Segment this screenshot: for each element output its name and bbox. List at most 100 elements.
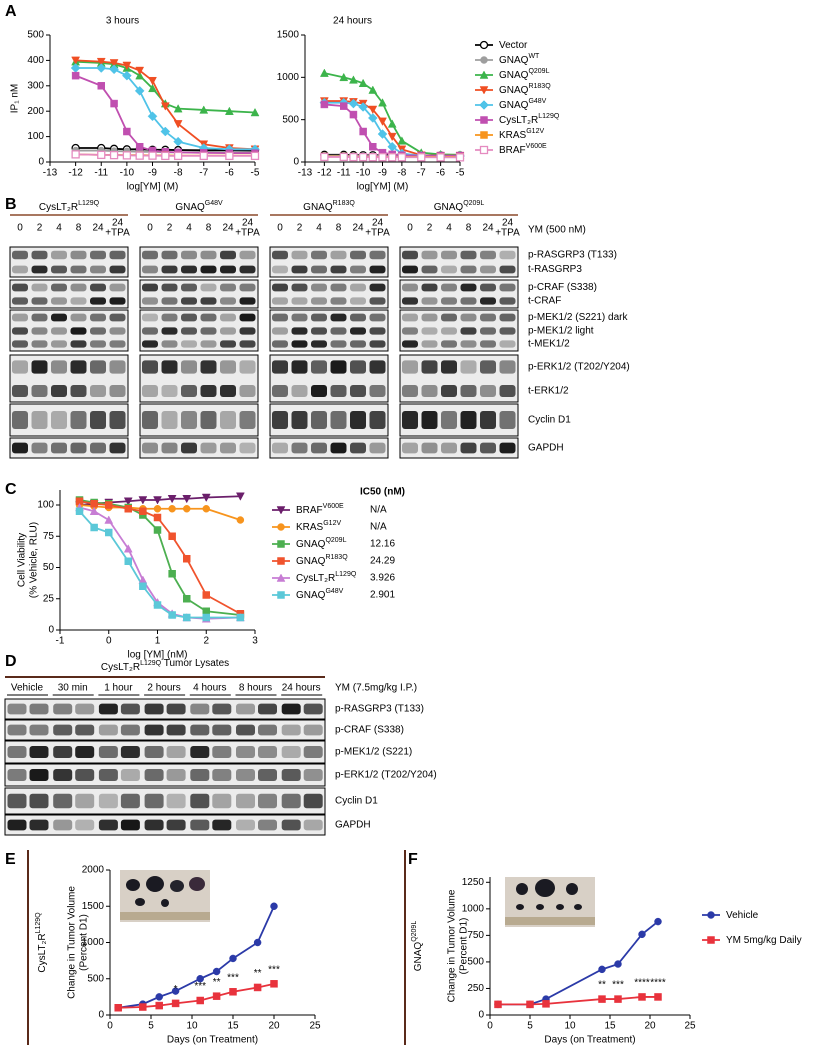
- band: [200, 297, 217, 305]
- band: [330, 411, 347, 429]
- text-part: KRAS: [499, 130, 527, 141]
- band: [311, 385, 327, 397]
- group-label: 8 hours: [239, 683, 272, 694]
- data-point: [368, 153, 377, 162]
- row-label: Cyclin D1: [528, 415, 571, 426]
- band: [166, 819, 186, 831]
- band: [369, 340, 386, 348]
- data-point: [153, 496, 162, 505]
- band: [350, 340, 366, 348]
- band: [90, 385, 106, 397]
- significance: **: [254, 968, 262, 979]
- band: [166, 724, 186, 736]
- band: [31, 442, 48, 454]
- band: [239, 360, 256, 374]
- data-point: [349, 75, 358, 84]
- band: [421, 250, 438, 260]
- band: [291, 313, 308, 322]
- band: [239, 327, 256, 335]
- band: [402, 297, 418, 305]
- band: [166, 746, 186, 758]
- data-point: [225, 151, 234, 161]
- band: [31, 297, 48, 305]
- data-point: [397, 136, 407, 145]
- band: [460, 297, 477, 305]
- band: [144, 769, 164, 781]
- band: [421, 442, 438, 454]
- text-part: CysLT₂R: [39, 202, 78, 213]
- legend-label: GNAQR183Q: [296, 554, 348, 567]
- band: [499, 265, 516, 274]
- row-label: GAPDH: [335, 820, 371, 831]
- band: [12, 411, 28, 429]
- lane-label: 24: [92, 223, 104, 234]
- y-tick-label: 750: [467, 930, 484, 941]
- data-point: [319, 68, 329, 77]
- band: [281, 724, 301, 736]
- superscript: V600E: [323, 503, 344, 510]
- data-point: [199, 105, 209, 114]
- lane-label: +TPA: [235, 228, 260, 239]
- band: [441, 297, 457, 305]
- band: [236, 724, 255, 736]
- band: [311, 360, 327, 374]
- band: [369, 442, 386, 454]
- band: [190, 793, 210, 809]
- band: [120, 703, 140, 715]
- band: [181, 313, 197, 322]
- lane-label: 4: [316, 223, 322, 234]
- row-label: p-MEK1/2 (S221) dark: [528, 312, 628, 323]
- tumor: [170, 880, 184, 892]
- significance: ****: [634, 978, 650, 989]
- legend-label: KRASG12V: [499, 128, 544, 141]
- group-label: 2 hours: [147, 683, 180, 694]
- band: [12, 313, 28, 322]
- x-tick-label: 20: [268, 1021, 280, 1032]
- data-point: [173, 136, 183, 147]
- legend-label: GNAQR183Q: [499, 83, 551, 96]
- band: [281, 703, 301, 715]
- data-point: [202, 591, 210, 599]
- y-tick-label: 50: [43, 562, 55, 573]
- y-axis-label: Change in Tumor Volume: [447, 889, 458, 1002]
- band: [98, 703, 118, 715]
- band: [236, 819, 255, 831]
- tumor: [535, 879, 555, 897]
- band: [460, 385, 477, 397]
- band: [51, 360, 67, 374]
- data-point: [368, 105, 378, 115]
- data-point: [202, 505, 210, 513]
- data-point: [153, 513, 162, 522]
- y-tick-label: 1000: [277, 72, 300, 83]
- band: [291, 360, 308, 374]
- band: [98, 793, 118, 809]
- band: [350, 385, 366, 397]
- data-point: [202, 613, 210, 622]
- data-point: [614, 960, 622, 968]
- blot-frame: [9, 403, 129, 437]
- legend-title: IC50 (nM): [360, 487, 405, 498]
- band: [441, 327, 457, 335]
- band: [142, 327, 158, 335]
- band: [200, 442, 217, 454]
- y-tick-label: 0: [98, 1010, 104, 1021]
- legend-marker: [479, 86, 489, 95]
- lane-label: 2: [167, 223, 173, 234]
- band: [212, 819, 232, 831]
- data-point: [153, 526, 162, 534]
- band: [402, 283, 418, 292]
- band: [350, 265, 366, 274]
- x-tick-label: 3: [252, 636, 258, 647]
- x-tick-label: 10: [186, 1021, 198, 1032]
- lane-label: 4: [446, 223, 452, 234]
- data-point: [349, 152, 358, 162]
- x-tick-label: -6: [225, 168, 234, 179]
- band: [190, 819, 210, 831]
- data-point: [196, 975, 204, 983]
- data-point: [124, 505, 132, 513]
- band: [70, 340, 87, 348]
- band: [200, 327, 217, 335]
- x-tick-label: -8: [174, 168, 183, 179]
- band: [239, 442, 256, 454]
- data-point: [349, 110, 358, 119]
